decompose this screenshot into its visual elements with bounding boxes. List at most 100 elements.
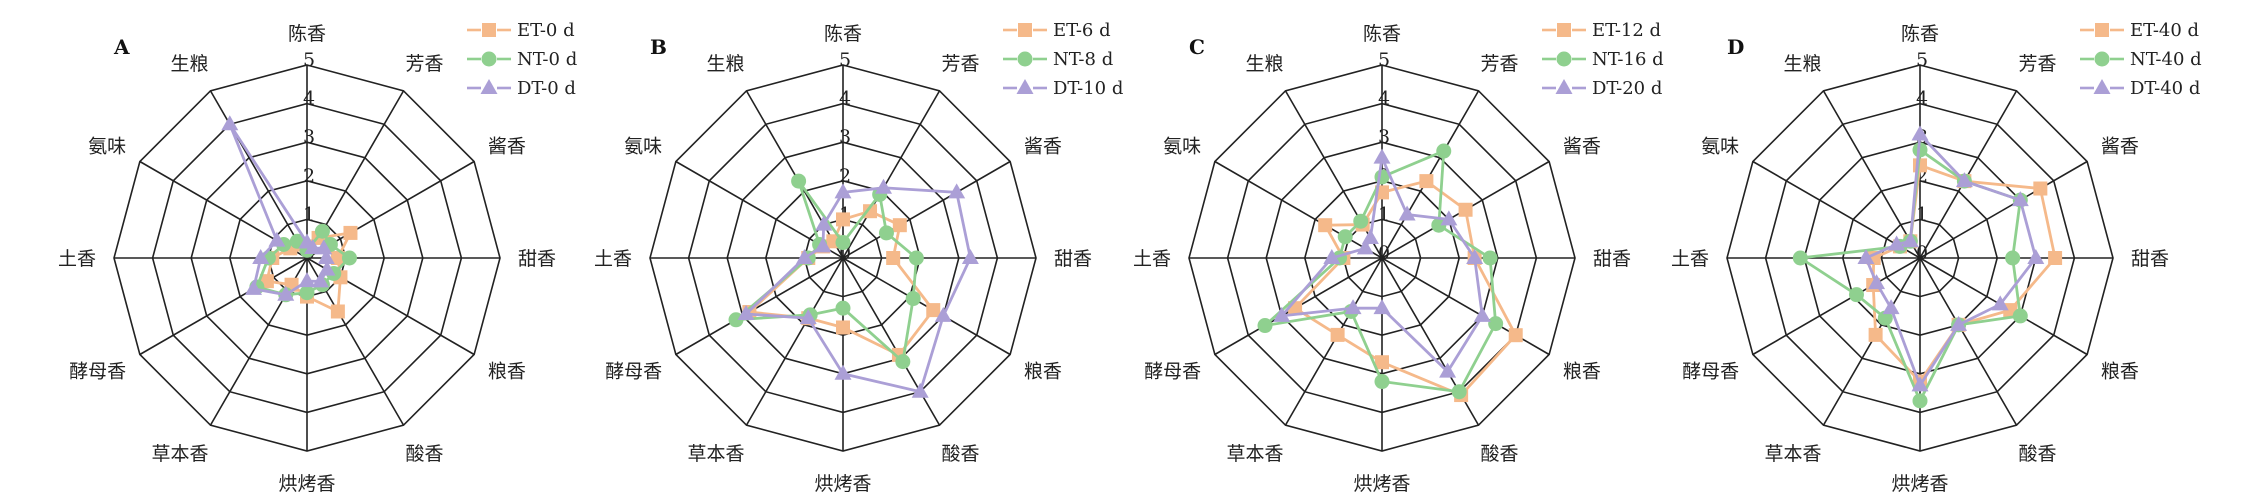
data-point-nt: [2012, 308, 2028, 324]
axis-label: 酵母香: [605, 361, 662, 383]
axis-label: 酸香: [942, 443, 980, 465]
spoke: [1919, 160, 2088, 259]
data-point-dt: [315, 239, 333, 255]
data-point-nt: [1877, 310, 1893, 326]
data-point-nt: [341, 250, 357, 266]
legend-marker-dt: [1555, 79, 1573, 94]
axis-label: 芳香: [1481, 53, 1519, 75]
data-point-dt: [268, 231, 286, 247]
r-tick-label: 1: [303, 203, 315, 225]
spoke: [675, 257, 844, 356]
axis-label: 芳香: [942, 53, 980, 75]
axis-label: 草本香: [151, 443, 208, 465]
data-point-dt: [1440, 210, 1458, 226]
data-point-nt: [1436, 143, 1452, 159]
legend-entry: DT-0 d: [517, 78, 576, 99]
data-point-et: [892, 218, 907, 233]
axis-label: 粮香: [1024, 361, 1062, 383]
r-tick-label: 4: [1378, 88, 1390, 110]
axis-label: 氨味: [88, 136, 126, 158]
data-point-nt: [1451, 384, 1467, 400]
axis-label: 生粮: [170, 53, 208, 75]
axis-label: 粮香: [488, 361, 526, 383]
r-tick-label: 2: [839, 165, 851, 187]
data-point-dt: [1466, 249, 1484, 264]
data-point-et: [330, 251, 345, 265]
data-point-dt: [1888, 235, 1906, 251]
data-point-dt: [1373, 148, 1391, 164]
legend-entry: NT-16 d: [1592, 49, 1664, 70]
spoke: [842, 160, 1011, 259]
axis-label: 生粮: [1783, 53, 1821, 75]
data-point-nt: [895, 354, 911, 370]
series-line-nt: [731, 180, 918, 365]
r-tick-label: 4: [839, 88, 851, 110]
data-point-dt: [2011, 191, 2029, 207]
legend-entry: ET-40 d: [2130, 20, 2199, 41]
spoke: [139, 257, 308, 356]
data-point-dt: [2027, 249, 2045, 264]
data-point-dt: [815, 215, 833, 231]
axis-label: 芳香: [2019, 53, 2057, 75]
legend-marker-et: [1018, 23, 1032, 37]
r-tick-label: 3: [1378, 126, 1390, 148]
axis-label: 生粮: [1245, 53, 1283, 75]
data-point-nt: [878, 225, 894, 241]
data-point-et: [1318, 218, 1333, 233]
data-point-dt: [737, 304, 755, 320]
data-point-dt: [1911, 376, 1929, 392]
data-point-dt: [221, 115, 239, 131]
spoke: [745, 257, 844, 426]
axis-label: 陈香: [1363, 23, 1401, 45]
radar-panel-b: 012345陈香芳香酱香甜香粮香酸香烘烤香草本香酵母香土香氨味生粮BET-6 d…: [594, 20, 1123, 495]
spoke: [209, 90, 308, 259]
axis-label: 甜香: [1054, 248, 1092, 270]
axis-label: 氨味: [624, 136, 662, 158]
data-point-nt: [1792, 250, 1808, 266]
axis-label: 酵母香: [1682, 361, 1739, 383]
legend-entry: DT-20 d: [1592, 78, 1662, 99]
data-point-dt: [304, 238, 322, 254]
data-point-dt: [814, 237, 832, 253]
data-point-et: [926, 303, 941, 318]
data-point-nt: [1912, 393, 1928, 409]
legend-marker-dt: [2093, 79, 2111, 94]
legend-marker-dt: [1016, 79, 1034, 94]
data-point-dt: [277, 285, 295, 301]
data-point-et: [343, 225, 358, 240]
axis-label: 甜香: [1593, 248, 1631, 270]
panel-letter: A: [113, 35, 130, 59]
axis-label: 甜香: [518, 248, 556, 270]
panel-letter: B: [650, 35, 667, 59]
data-point-dt: [1323, 249, 1341, 264]
data-point-nt: [2005, 250, 2021, 266]
data-point-dt: [1439, 362, 1457, 378]
data-point-nt: [1431, 217, 1447, 233]
series-line-dt: [742, 186, 972, 394]
data-point-dt: [317, 249, 335, 264]
radar-panel-c: 012345陈香芳香酱香甜香粮香酸香烘烤香草本香酵母香土香氨味生粮CET-12 …: [1133, 20, 1664, 495]
data-point-nt: [835, 300, 851, 316]
legend-entry: ET-12 d: [1592, 20, 1661, 41]
axis-label: 草本香: [1764, 443, 1821, 465]
legend-marker-et: [1557, 23, 1571, 37]
axis-label: 陈香: [824, 23, 862, 45]
axis-label: 酱香: [2101, 136, 2139, 158]
data-point-nt: [791, 173, 807, 189]
data-point-et: [2048, 251, 2063, 265]
axis-label: 酱香: [1024, 136, 1062, 158]
spoke: [1214, 160, 1383, 259]
data-point-dt: [1911, 125, 1929, 141]
data-point-nt: [314, 223, 330, 239]
axis-label: 粮香: [1563, 361, 1601, 383]
data-point-dt: [298, 272, 316, 288]
axis-label: 陈香: [288, 23, 326, 45]
data-point-dt: [1373, 299, 1391, 315]
data-point-dt: [1344, 299, 1362, 315]
r-tick-label: 0: [1378, 242, 1390, 264]
spoke: [842, 90, 941, 259]
r-tick-label: 5: [1378, 49, 1390, 71]
data-point-dt: [1955, 172, 1973, 188]
axis-label: 土香: [1671, 248, 1709, 270]
